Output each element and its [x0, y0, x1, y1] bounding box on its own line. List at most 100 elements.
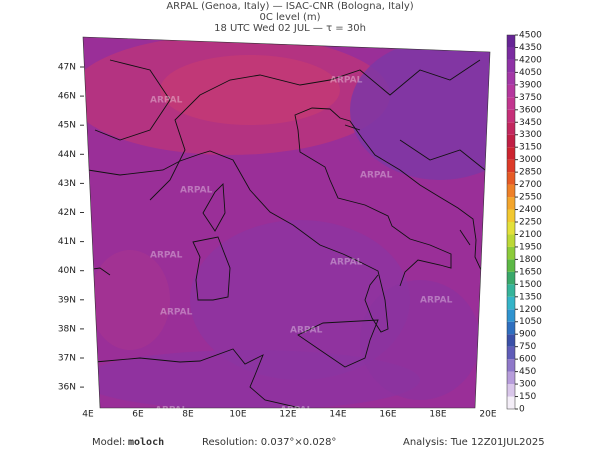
colorbar-label: 600	[519, 355, 536, 365]
colorbar-label: 1500	[519, 280, 542, 290]
lat-label: 36N	[58, 383, 76, 393]
header-line: ARPAL (Genoa, Italy) — ISAC-CNR (Bologna…	[166, 1, 413, 12]
colorbar-cell	[507, 309, 515, 322]
colorbar-label: 2550	[519, 193, 542, 203]
colorbar-cell	[507, 97, 515, 110]
watermark: ARPAL	[330, 258, 363, 268]
colorbar-cell	[507, 134, 515, 148]
colorbar-cell	[507, 246, 515, 260]
colorbar: 0 150 300 450 600 750 900 1050 1200 1350 1500 1650 1…	[506, 31, 542, 415]
colorbar-label: 150	[519, 392, 536, 402]
colorbar-label: 750	[519, 342, 536, 352]
colorbar-label: 4050	[519, 68, 542, 78]
colorbar-cell	[507, 296, 515, 310]
colorbar-label: 4350	[519, 43, 542, 53]
watermark: ARPAL	[150, 251, 183, 261]
colorbar-cell	[507, 59, 515, 73]
colorbar-cell	[507, 172, 515, 185]
colorbar-label: 2250	[519, 218, 542, 228]
colorbar-cell	[507, 234, 515, 247]
analysis: Analysis: Tue 12Z01JUL2025	[403, 437, 545, 448]
colorbar-label: 3150	[519, 143, 542, 153]
colorbar-cell	[507, 109, 515, 123]
colorbar-label: 1350	[519, 292, 542, 302]
lon-label: 16E	[379, 410, 396, 420]
lat-labels: 47N 46N 45N 44N 43N 42N 41N 40N 39N 38N 37N 36N	[58, 63, 84, 393]
colorbar-cell	[507, 122, 515, 135]
lon-label: 14E	[329, 410, 346, 420]
colorbar-cell	[507, 147, 515, 160]
colorbar-cell	[507, 396, 515, 409]
lon-label: 18E	[429, 410, 446, 420]
resolution: Resolution: 0.037°×0.028°	[202, 437, 336, 448]
colorbar-label: 2400	[519, 205, 542, 215]
lat-label: 44N	[58, 150, 76, 160]
lat-label: 42N	[58, 208, 76, 218]
header-line: 18 UTC Wed 02 JUL — τ = 30h	[214, 23, 366, 34]
colorbar-cell	[507, 259, 515, 272]
colorbar-label: 2850	[519, 168, 542, 178]
colorbar-cell	[507, 184, 515, 198]
model-label: Model:	[92, 437, 125, 448]
colorbar-cell	[507, 284, 515, 297]
lon-label: 6E	[132, 410, 144, 420]
colorbar-cell	[507, 209, 515, 222]
watermark: ARPAL	[330, 76, 363, 86]
watermark: ARPAL	[160, 308, 193, 318]
colorbar-label: 3750	[519, 93, 542, 103]
colorbar-label: 1950	[519, 242, 542, 252]
colorbar-cell	[507, 321, 515, 335]
colorbar-label: 2700	[519, 180, 542, 190]
lat-label: 43N	[58, 179, 76, 189]
watermark: ARPAL	[360, 171, 393, 181]
colorbar-label: 2100	[519, 230, 542, 240]
watermark: ARPAL	[290, 326, 323, 336]
colorbar-label: 900	[519, 330, 536, 340]
colorbar-label: 1650	[519, 267, 542, 277]
lon-label: 20E	[479, 410, 496, 420]
colorbar-cell	[507, 47, 515, 60]
lat-label: 47N	[58, 63, 76, 73]
colorbar-cell	[507, 371, 515, 385]
colorbar-label: 3900	[519, 80, 542, 90]
lat-label: 38N	[58, 324, 76, 334]
watermark: ARPAL	[420, 296, 453, 306]
colorbar-cell	[507, 159, 515, 173]
watermark: ARPAL	[155, 406, 188, 416]
lat-label: 45N	[58, 121, 76, 131]
colorbar-label: 1200	[519, 305, 542, 315]
lon-label: 12E	[279, 410, 296, 420]
colorbar-cell	[507, 334, 515, 347]
colorbar-label: 300	[519, 380, 536, 390]
watermark: ARPAL	[280, 406, 313, 416]
header-line: 0C level (m)	[259, 12, 320, 23]
lon-labels: 4E 6E 8E 10E 12E 14E 16E 18E 20E	[82, 410, 497, 420]
colorbar-label: 3600	[519, 105, 542, 115]
lat-label: 37N	[58, 354, 76, 364]
colorbar-label: 1050	[519, 317, 542, 327]
lon-label: 10E	[229, 410, 246, 420]
lat-label: 39N	[58, 295, 76, 305]
colorbar-cell	[507, 197, 515, 210]
colorbar-label: 3450	[519, 118, 542, 128]
colorbar-label: 1800	[519, 255, 542, 265]
colorbar-label: 4500	[519, 31, 542, 41]
colorbar-cell	[507, 346, 515, 360]
field	[83, 37, 490, 408]
colorbar-label: 4200	[519, 55, 542, 65]
colorbar-label: 450	[519, 367, 536, 377]
colorbar-label: 0	[519, 405, 525, 415]
map-frame	[82, 36, 491, 409]
colorbar-cell	[507, 72, 515, 85]
watermark: ARPAL	[180, 186, 213, 196]
colorbar-label: 3300	[519, 130, 542, 140]
colorbar-cell	[507, 271, 515, 285]
lat-label: 41N	[58, 237, 76, 247]
colorbar-cell	[507, 384, 515, 397]
lon-label: 8E	[182, 410, 194, 420]
model-name: moloch	[128, 437, 164, 448]
colorbar-cell	[507, 35, 515, 48]
lat-label: 40N	[58, 266, 76, 276]
lat-label: 46N	[58, 92, 76, 102]
